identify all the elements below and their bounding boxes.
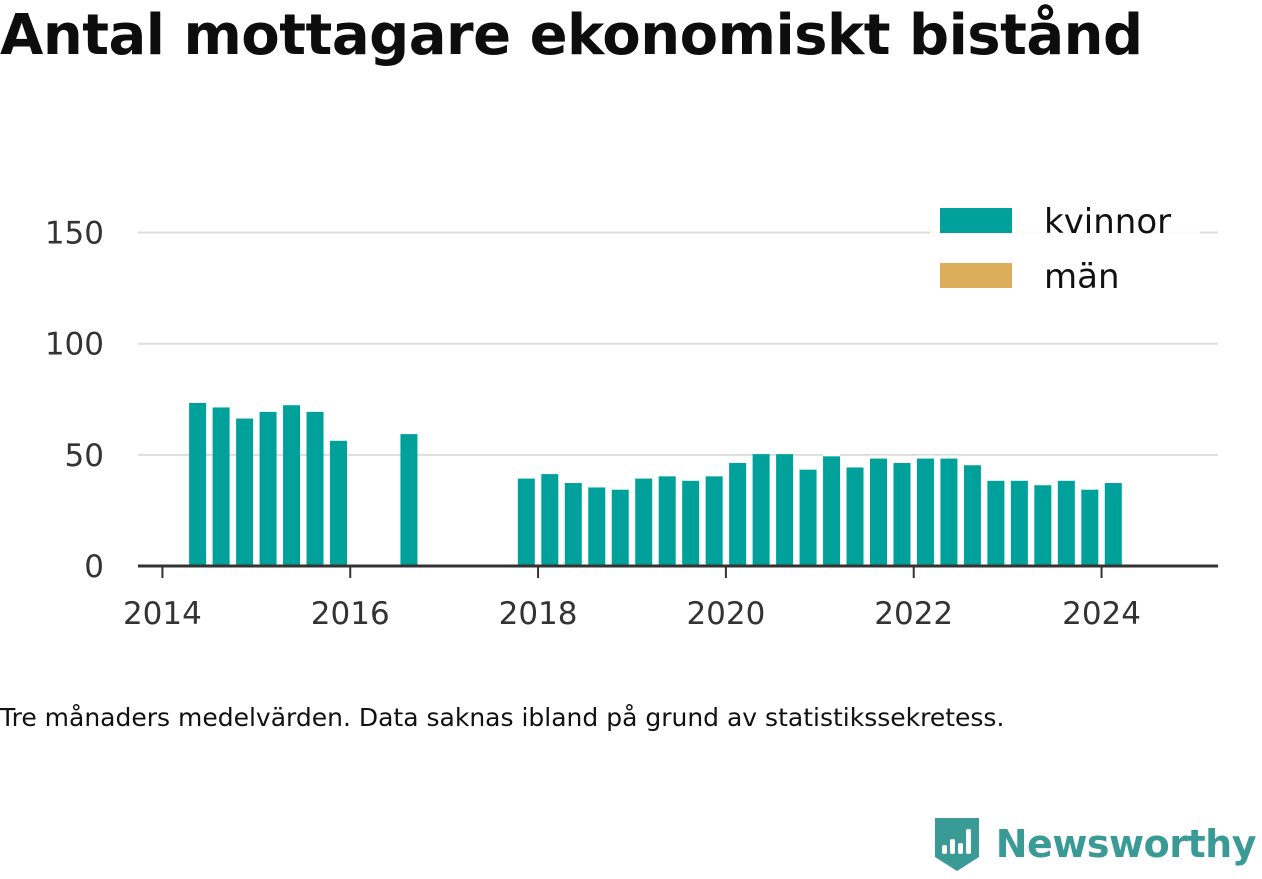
bar-separator (799, 466, 817, 470)
bar-separator (846, 464, 864, 468)
brand: Newsworthy (932, 815, 1257, 873)
bar-separator (1081, 486, 1099, 490)
bar-separator (682, 477, 700, 481)
y-tick-label: 150 (45, 216, 104, 252)
bar-separator (400, 431, 418, 435)
bar-separator (963, 462, 981, 466)
newsworthy-logo-icon (934, 818, 979, 871)
legend-label: män (1044, 257, 1120, 297)
bar-separator (306, 408, 324, 412)
y-tick-label: 100 (45, 327, 104, 363)
y-axis: 0 50 100 150 (45, 216, 104, 585)
bar-separator (752, 451, 770, 455)
bar-kvinnor (1104, 481, 1122, 566)
bar-kvinnor (1081, 488, 1099, 566)
bar-kvinnor (611, 488, 629, 566)
legend-swatch (940, 208, 1012, 233)
bar-separator (893, 460, 911, 464)
bar-kvinnor (517, 477, 535, 566)
bar-kvinnor (870, 457, 888, 566)
bar-kvinnor (1034, 483, 1052, 566)
bar-kvinnor (987, 479, 1005, 566)
bar-kvinnor (588, 485, 606, 566)
bar-separator (517, 475, 535, 479)
chart-caption: Tre månaders medelvärden. Data saknas ib… (0, 703, 1005, 732)
bar-kvinnor (400, 432, 418, 566)
bar-separator (236, 415, 254, 419)
bar-separator (1104, 480, 1122, 484)
bar-kvinnor (893, 461, 911, 566)
bar-kvinnor (682, 479, 700, 566)
bar-separator (823, 453, 841, 457)
x-tick-label: 2018 (499, 596, 578, 632)
chart: 2014 2016 2018 2020 2022 2024 0 50 100 150 kvinn… (45, 190, 1218, 632)
bar-kvinnor (189, 401, 207, 566)
bar-separator (658, 473, 676, 477)
bar-separator (283, 402, 301, 406)
bar-separator (940, 455, 958, 459)
bar-kvinnor (799, 468, 817, 566)
bar-separator (611, 486, 629, 490)
bar-separator (564, 480, 582, 484)
x-tick-label: 2020 (686, 596, 765, 632)
x-tick-label: 2014 (123, 596, 202, 632)
x-tick-label: 2022 (874, 596, 953, 632)
bar-kvinnor (330, 439, 348, 566)
bar-separator (212, 404, 230, 408)
x-tick-label: 2024 (1062, 596, 1141, 632)
bar-kvinnor (963, 463, 981, 566)
bar-kvinnor (846, 465, 864, 566)
bar-kvinnor (940, 457, 958, 566)
legend: kvinnor män (930, 190, 1200, 310)
x-tick-label: 2016 (311, 596, 390, 632)
bars (189, 399, 1122, 566)
bar-separator (1034, 482, 1052, 486)
bar-separator (259, 408, 277, 412)
bar-separator (1010, 477, 1028, 481)
bar-kvinnor (658, 474, 676, 566)
bar-separator (916, 455, 934, 459)
bar-separator (705, 473, 723, 477)
bar-separator (330, 437, 348, 441)
legend-swatch (940, 263, 1012, 288)
bar-kvinnor (823, 454, 841, 566)
y-tick-label: 50 (65, 438, 104, 474)
bar-separator (776, 451, 794, 455)
legend-label: kvinnor (1044, 202, 1171, 242)
bar-separator (870, 455, 888, 459)
bar-kvinnor (752, 452, 770, 566)
y-tick-label: 0 (84, 549, 104, 585)
bar-separator (588, 484, 606, 488)
bar-kvinnor (705, 474, 723, 566)
bar-kvinnor (259, 410, 277, 566)
bar-kvinnor (236, 417, 254, 566)
bar-kvinnor (283, 403, 301, 566)
x-axis: 2014 2016 2018 2020 2022 2024 (123, 564, 1218, 632)
brand-name: Newsworthy (995, 822, 1257, 866)
bar-separator (987, 477, 1005, 481)
bar-kvinnor (1057, 479, 1075, 566)
bar-kvinnor (306, 410, 324, 566)
bar-kvinnor (916, 457, 934, 566)
bar-kvinnor (541, 472, 559, 566)
bar-kvinnor (1010, 479, 1028, 566)
bar-separator (729, 460, 747, 464)
bar-kvinnor (729, 461, 747, 566)
bar-separator (635, 475, 653, 479)
bar-kvinnor (212, 405, 230, 566)
bar-kvinnor (776, 452, 794, 566)
bar-separator (189, 399, 207, 403)
bar-kvinnor (635, 477, 653, 566)
bar-separator (541, 471, 559, 475)
chart-title: Antal mottagare ekonomiskt bistånd (0, 3, 1143, 68)
bar-kvinnor (564, 481, 582, 566)
bar-separator (1057, 477, 1075, 481)
